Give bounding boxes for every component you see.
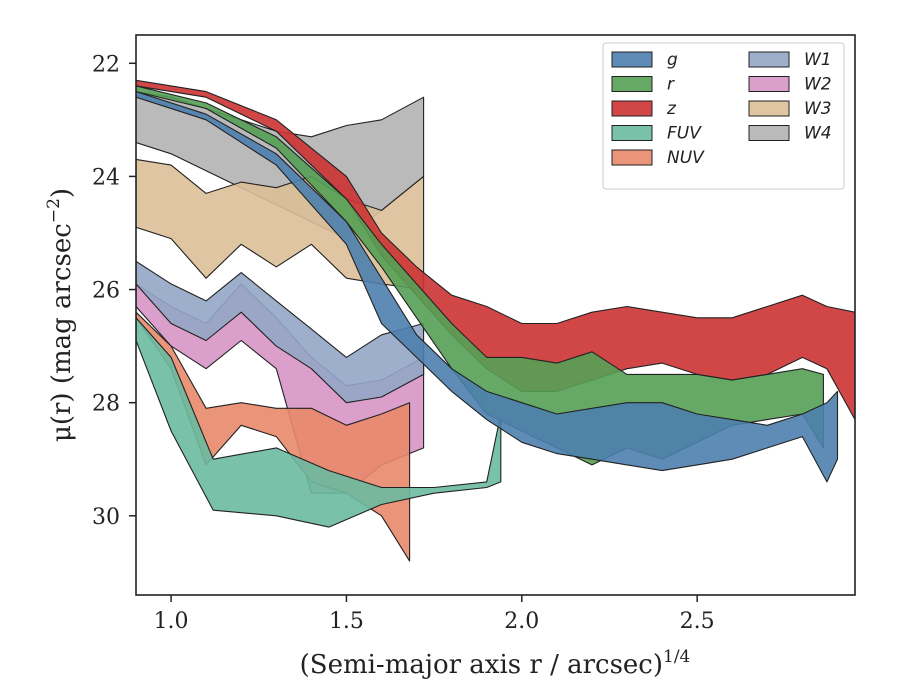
y-axis-label: μ(r) (mag arcsec−2) (44, 188, 77, 442)
x-axis-ticks: 1.0 1.5 2.0 2.5 (154, 595, 715, 634)
legend-label-fuv: FUV (667, 124, 702, 144)
legend-swatch-r (611, 76, 653, 92)
y-tick-label: 24 (92, 165, 120, 190)
y-axis-label-superscript: −2 (44, 198, 64, 223)
legend-swatch-w3 (748, 100, 790, 117)
legend-label-w1: W1 (804, 50, 832, 70)
x-tick-label: 2.0 (504, 609, 539, 634)
x-axis-label-superscript: 1/4 (663, 647, 690, 667)
legend-label-r: r (667, 75, 675, 95)
x-tick-label: 1.5 (329, 609, 364, 634)
legend-label-w3: W3 (804, 99, 832, 119)
y-axis-label-main: μ(r) (mag arcsec (47, 223, 77, 442)
legend-swatch-z (611, 100, 653, 117)
y-tick-label: 26 (92, 279, 120, 304)
legend-swatch-w4 (748, 125, 790, 141)
legend-swatch-w1 (748, 51, 790, 68)
x-tick-label: 1.0 (154, 609, 189, 634)
legend-swatch-w2 (748, 76, 790, 92)
y-tick-label: 22 (92, 52, 120, 77)
band-w1 (136, 260, 425, 404)
legend: grz FUV NUV W1 W2 W3 W4 (602, 42, 845, 190)
x-axis-label-main: (Semi-major axis r / arcsec) (300, 650, 663, 680)
y-tick-label: 30 (92, 505, 120, 530)
legend-swatch-nuv (611, 149, 653, 166)
band-fuv (136, 317, 502, 528)
legend-label-g: g (667, 50, 678, 70)
legend-label-z: z (666, 99, 677, 119)
y-axis-ticks: 22 24 26 28 30 (92, 52, 136, 530)
legend-label-nuv: NUV (667, 148, 705, 168)
x-axis-label: (Semi-major axis r / arcsec)1/4 (300, 647, 691, 680)
legend-swatch-g (611, 51, 653, 68)
legend-label-w2: W2 (804, 75, 832, 95)
legend-swatch-fuv (611, 125, 653, 141)
y-axis-label-close: ) (47, 188, 77, 198)
y-tick-label: 28 (92, 392, 120, 417)
series-layer (136, 79, 855, 562)
plot-frame (135, 34, 856, 596)
x-tick-label: 2.5 (680, 609, 715, 634)
legend-label-w4: W4 (804, 124, 832, 144)
band-g (136, 91, 839, 483)
